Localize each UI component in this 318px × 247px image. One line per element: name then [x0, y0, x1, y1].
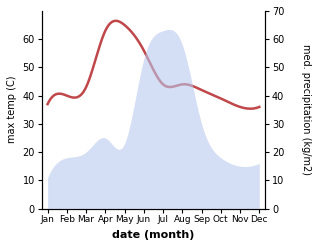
Y-axis label: med. precipitation (kg/m2): med. precipitation (kg/m2) [301, 44, 311, 175]
X-axis label: date (month): date (month) [112, 230, 195, 240]
Y-axis label: max temp (C): max temp (C) [7, 76, 17, 144]
